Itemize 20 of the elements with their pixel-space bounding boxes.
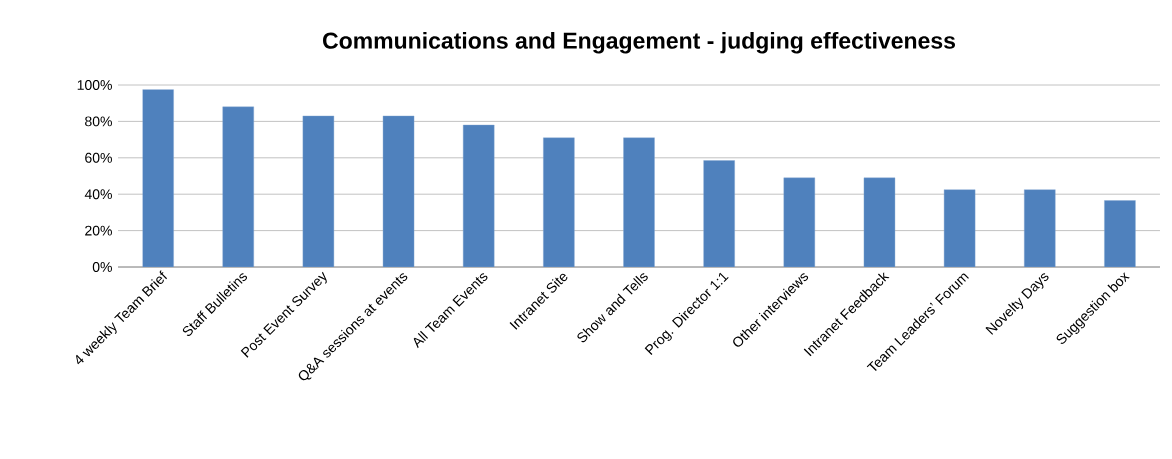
bar [863, 177, 896, 267]
y-tick-label: 60% [85, 152, 112, 163]
bar [1104, 200, 1136, 267]
bar [142, 89, 174, 267]
bar [623, 137, 655, 267]
bar [783, 177, 816, 267]
bar [943, 189, 976, 267]
bar [462, 124, 495, 267]
bar [302, 115, 335, 267]
bar [543, 137, 575, 267]
bar [1024, 189, 1056, 267]
y-tick-label: 20% [85, 225, 112, 236]
y-tick-label: 40% [84, 189, 112, 200]
y-tick-label: 0% [92, 262, 112, 272]
bar [222, 106, 254, 267]
bar [382, 115, 415, 267]
chart-title: Communications and Engagement - judging effectiveness [323, 31, 956, 54]
y-tick-label: 80% [85, 116, 112, 127]
y-tick-label: 100% [77, 80, 112, 90]
bar [703, 160, 735, 267]
